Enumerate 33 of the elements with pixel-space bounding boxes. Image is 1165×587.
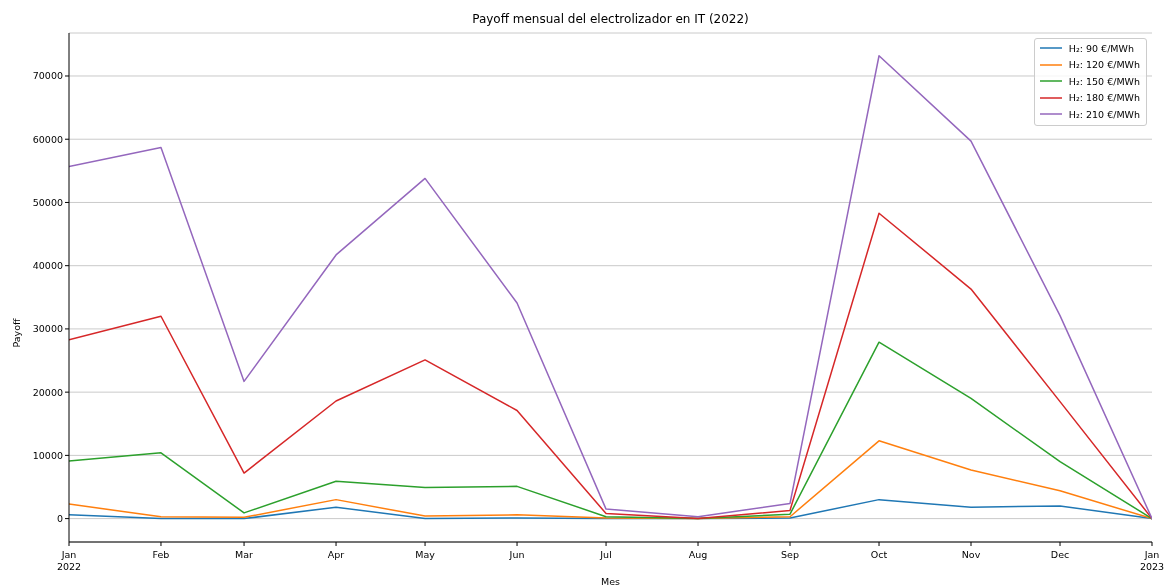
- x-tick-label: Jul: [599, 548, 612, 560]
- x-tick-label: Apr: [327, 548, 345, 560]
- x-tick-label: Dec: [1050, 548, 1070, 560]
- line-series: [69, 341, 1152, 520]
- x-tick-label: Jan 2023: [1139, 548, 1165, 572]
- x-tick-label: Aug: [688, 548, 708, 560]
- x-tick-label: Jun: [508, 548, 525, 560]
- x-tick-label: Feb: [152, 548, 170, 560]
- line-series: [69, 212, 1152, 520]
- y-tick-label: 30000: [32, 323, 63, 335]
- y-tick-label: 0: [56, 512, 63, 524]
- y-tick-label: 10000: [32, 449, 63, 461]
- chart-title: Payoff mensual del electrolizador en IT (2022): [471, 12, 750, 27]
- y-tick-label: 40000: [32, 260, 63, 272]
- y-tick-label: 20000: [32, 386, 63, 398]
- legend-label: H₂: 120 €/MWh: [1068, 59, 1140, 71]
- y-tick-label: 70000: [32, 70, 63, 82]
- x-tick-label: Nov: [961, 548, 981, 560]
- y-axis-title: Payoff: [11, 318, 23, 348]
- x-tick-label: May: [415, 548, 436, 560]
- legend-label: H₂: 150 €/MWh: [1068, 75, 1140, 87]
- x-axis-title: Mes: [600, 576, 621, 587]
- line-series: [69, 55, 1152, 520]
- legend-label: H₂: 210 €/MWh: [1068, 108, 1140, 120]
- y-tick-label: 50000: [32, 196, 63, 208]
- legend-label: H₂: 90 €/MWh: [1068, 42, 1134, 54]
- y-tick-label: 60000: [32, 133, 63, 145]
- x-tick-label: Sep: [781, 548, 799, 560]
- line-series: [69, 440, 1152, 520]
- x-tick-label: Jan 2022: [56, 548, 82, 572]
- legend-label: H₂: 180 €/MWh: [1068, 92, 1140, 104]
- x-tick-label: Oct: [870, 548, 888, 560]
- x-tick-label: Mar: [235, 548, 254, 560]
